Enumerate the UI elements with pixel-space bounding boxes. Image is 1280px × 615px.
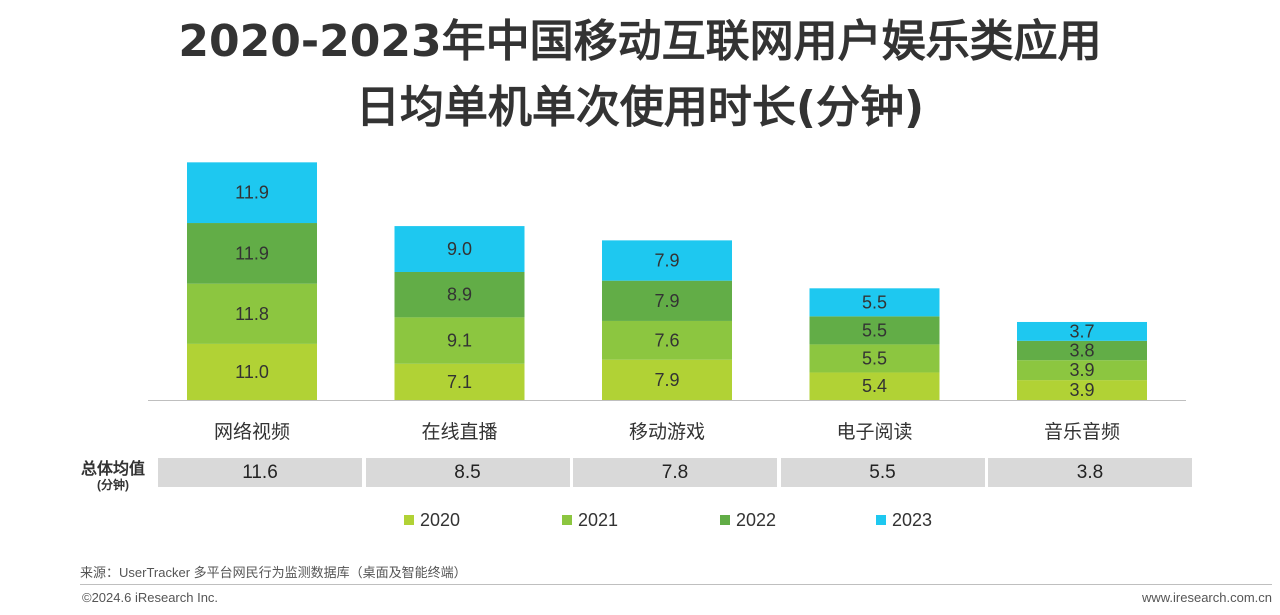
data-label: 7.6 [654, 330, 679, 350]
bar-segment-2022 [1017, 340, 1147, 361]
data-label: 3.9 [1069, 360, 1094, 380]
bar-segment-2023 [602, 240, 732, 281]
average-row-unit: (分钟) [97, 478, 129, 492]
data-label: 11.0 [235, 362, 269, 382]
bar-segment-2020 [187, 343, 317, 400]
stacked-bar-chart: 11.0 11.8 11.9 11.9 网络视频 7.1 9.1 8.9 9.0 在线直播 7.9 7… [148, 162, 1186, 443]
x-tick-label: 网络视频 [214, 421, 290, 443]
legend-label: 2023 [892, 509, 933, 530]
bar-segment-2021 [602, 320, 732, 360]
average-value-cell: 11.6 [158, 458, 362, 487]
x-tick-label: 移动游戏 [629, 421, 705, 443]
bar-segment-2020 [809, 372, 940, 400]
data-label: 7.1 [447, 372, 472, 392]
bar-segment-2022 [809, 316, 940, 345]
legend-item: 2021 [562, 508, 618, 532]
data-label: 3.8 [1069, 341, 1094, 361]
data-label: 5.4 [862, 376, 887, 396]
x-tick-label: 音乐音频 [1044, 421, 1120, 443]
data-label: 9.1 [447, 331, 472, 351]
legend-swatch [876, 515, 886, 525]
source-note: 来源：UserTracker 多平台网民行为监测数据库（桌面及智能终端） [80, 565, 467, 580]
data-label: 11.8 [235, 304, 269, 324]
bar-segment-2020 [1017, 380, 1147, 400]
x-tick-label: 电子阅读 [836, 421, 912, 443]
average-value-cell: 3.8 [988, 458, 1192, 487]
data-label: 11.9 [235, 243, 269, 263]
data-label: 5.5 [862, 320, 887, 340]
legend-label: 2021 [578, 509, 619, 530]
data-label: 3.9 [1069, 380, 1094, 400]
data-label: 7.9 [654, 251, 679, 271]
x-tick-label: 在线直播 [421, 421, 497, 443]
bar-segment-2023 [809, 288, 940, 317]
footer-divider [80, 584, 1272, 585]
data-label: 7.9 [654, 291, 679, 311]
data-label: 7.9 [654, 370, 679, 390]
copyright-text: ©2024.6 iResearch Inc. [82, 590, 219, 605]
bar-segment-2021 [187, 283, 317, 344]
bar-segment-2023 [1017, 321, 1147, 341]
chart-title-line1: 2020-2023年中国移动互联网用户娱乐类应用 [178, 16, 1102, 67]
average-value-cell: 7.8 [573, 458, 777, 487]
bar-segment-2020 [602, 359, 732, 400]
average-value-cell: 5.5 [780, 458, 985, 487]
data-label: 3.7 [1069, 321, 1094, 341]
bar-segment-2021 [1017, 360, 1147, 381]
chart-legend: 2020 2021 2022 2023 [0, 508, 1280, 532]
bar-segment-2021 [809, 344, 940, 373]
legend-label: 2020 [420, 509, 461, 530]
legend-item: 2023 [876, 508, 932, 532]
data-label: 11.9 [235, 183, 269, 203]
legend-item: 2022 [720, 508, 776, 532]
bar-segment-2023 [394, 226, 525, 272]
bar-segment-2022 [187, 223, 317, 284]
legend-label: 2022 [736, 509, 777, 530]
data-label: 5.5 [862, 292, 887, 312]
data-label: 9.0 [447, 239, 472, 259]
data-label: 5.5 [862, 348, 887, 368]
website-text: www.iresearch.com.cn [1141, 590, 1272, 605]
bar-segment-2020 [394, 363, 525, 400]
bar-segment-2022 [602, 280, 732, 321]
data-label: 8.9 [447, 285, 472, 305]
bar-segment-2022 [394, 271, 525, 318]
legend-item: 2020 [404, 508, 460, 532]
legend-swatch [562, 515, 572, 525]
bar-segment-2023 [187, 162, 317, 224]
average-row-title: 总体均值 [80, 461, 145, 478]
average-value-cell: 8.5 [365, 458, 570, 487]
bar-segment-2021 [394, 317, 525, 364]
chart-title-line2: 日均单机单次使用时长(分钟) [355, 82, 925, 133]
legend-swatch [720, 515, 730, 525]
legend-swatch [404, 515, 414, 525]
